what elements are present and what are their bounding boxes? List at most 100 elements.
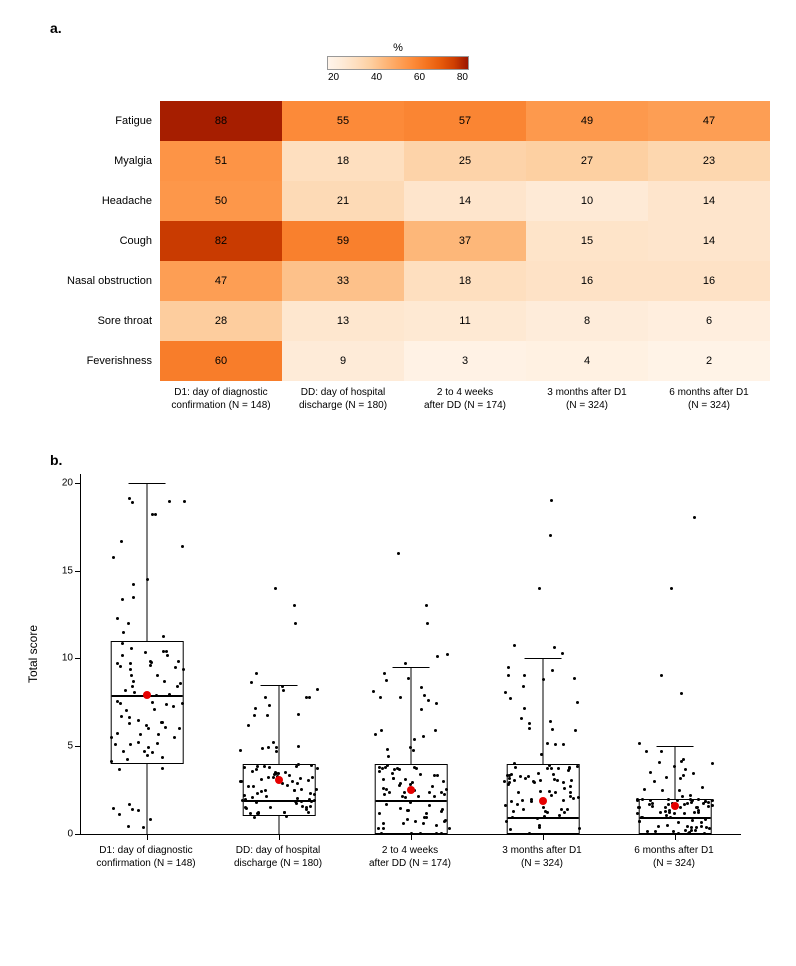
boxplot-point <box>551 669 554 672</box>
legend-tick: 20 <box>328 72 339 83</box>
boxplot-point <box>266 714 269 717</box>
boxplot-point <box>572 797 575 800</box>
boxplot-point <box>556 779 559 782</box>
boxplot-point <box>385 788 388 791</box>
boxplot-point <box>382 822 385 825</box>
boxplot-x-label: DD: day of hospitaldischarge (N = 180) <box>212 845 344 870</box>
boxplot-point <box>315 788 318 791</box>
boxplot-mean-marker <box>275 776 283 784</box>
boxplot-point <box>131 685 134 688</box>
boxplot-point <box>711 804 714 807</box>
boxplot-point <box>132 583 135 586</box>
y-axis-label: Total score <box>26 625 40 683</box>
boxplot-point <box>383 672 386 675</box>
boxplot-mean-marker <box>539 797 547 805</box>
heatmap-cell: 23 <box>648 141 770 181</box>
boxplot-point <box>116 617 119 620</box>
boxplot-outlier <box>294 622 297 625</box>
boxplot-point <box>168 500 171 503</box>
y-tick-label: 10 <box>51 653 73 664</box>
panel-b-label: b. <box>50 452 776 468</box>
y-tick-label: 15 <box>51 565 73 576</box>
boxplot-point <box>128 722 131 725</box>
boxplot-point <box>122 750 125 753</box>
boxplot-point <box>128 803 131 806</box>
boxplot-point <box>131 501 134 504</box>
boxplot-point <box>244 798 247 801</box>
boxplot-point <box>182 668 185 671</box>
heatmap-col-label: 6 months after D1(N = 324) <box>648 387 770 412</box>
boxplot-point <box>680 760 683 763</box>
boxplot-point <box>156 674 159 677</box>
boxplot-point <box>700 825 703 828</box>
boxplot-point <box>393 768 396 771</box>
heatmap-legend: % 20406080 <box>298 42 498 83</box>
boxplot-point <box>552 773 555 776</box>
boxplot-point <box>509 697 512 700</box>
boxplot-point <box>291 780 294 783</box>
boxplot-cap <box>129 483 166 484</box>
boxplot-x-labels: D1: day of diagnosticconfirmation (N = 1… <box>80 845 740 870</box>
heatmap-cell: 60 <box>160 341 282 381</box>
boxplot-point <box>436 655 439 658</box>
boxplot-point <box>577 796 580 799</box>
boxplot-point <box>316 767 319 770</box>
heatmap-row-label: Cough <box>50 221 160 261</box>
boxplot-point <box>297 713 300 716</box>
boxplot-point <box>374 733 377 736</box>
heatmap-row-label: Headache <box>50 181 160 221</box>
y-tick <box>75 834 81 835</box>
boxplot-point <box>522 685 525 688</box>
boxplot-point <box>419 773 422 776</box>
boxplot-point <box>507 666 510 669</box>
boxplot-point <box>689 794 692 797</box>
boxplot-point <box>679 806 682 809</box>
boxplot-x-label: D1: day of diagnosticconfirmation (N = 1… <box>80 845 212 870</box>
boxplot-point <box>378 812 381 815</box>
boxplot-point <box>146 578 149 581</box>
boxplot-point <box>711 762 714 765</box>
boxplot-whisker <box>411 667 412 764</box>
heatmap-cell: 51 <box>160 141 282 181</box>
boxplot-point <box>420 686 423 689</box>
boxplot-point <box>399 807 402 810</box>
boxplot-point <box>664 806 667 809</box>
boxplot-point <box>313 799 316 802</box>
boxplot-point <box>576 701 579 704</box>
boxplot-point <box>381 767 384 770</box>
boxplot-point <box>523 707 526 710</box>
heatmap-cell: 88 <box>160 101 282 141</box>
boxplot-point <box>434 729 437 732</box>
heatmap-cell: 50 <box>160 181 282 221</box>
boxplot-point <box>118 813 121 816</box>
boxplot-point <box>142 826 145 829</box>
boxplot-whisker <box>279 685 280 764</box>
boxplot-point <box>255 672 258 675</box>
boxplot-whisker <box>675 746 676 799</box>
boxplot-point <box>669 816 672 819</box>
boxplot-point <box>127 622 130 625</box>
boxplot-point <box>151 513 154 516</box>
heatmap-cell: 28 <box>160 301 282 341</box>
heatmap-grid: Fatigue8855574947Myalgia5118252723Headac… <box>50 101 776 381</box>
heatmap-cell: 33 <box>282 261 404 301</box>
heatmap-cell: 49 <box>526 101 648 141</box>
boxplot-point <box>651 805 654 808</box>
boxplot-point <box>692 772 695 775</box>
boxplot-cap <box>657 746 694 747</box>
boxplot-point <box>409 746 412 749</box>
boxplot-point <box>162 650 165 653</box>
boxplot-point <box>513 644 516 647</box>
boxplot-point <box>154 513 157 516</box>
boxplot-point <box>256 765 259 768</box>
heatmap-cell: 37 <box>404 221 526 261</box>
boxplot-point <box>549 720 552 723</box>
boxplot-point <box>569 795 572 798</box>
boxplot-point <box>162 635 165 638</box>
boxplot-point <box>124 689 127 692</box>
boxplot-point <box>563 811 566 814</box>
boxplot-point <box>131 808 134 811</box>
boxplot-point <box>640 816 643 819</box>
heatmap-cell: 18 <box>282 141 404 181</box>
boxplot-point <box>704 800 707 803</box>
